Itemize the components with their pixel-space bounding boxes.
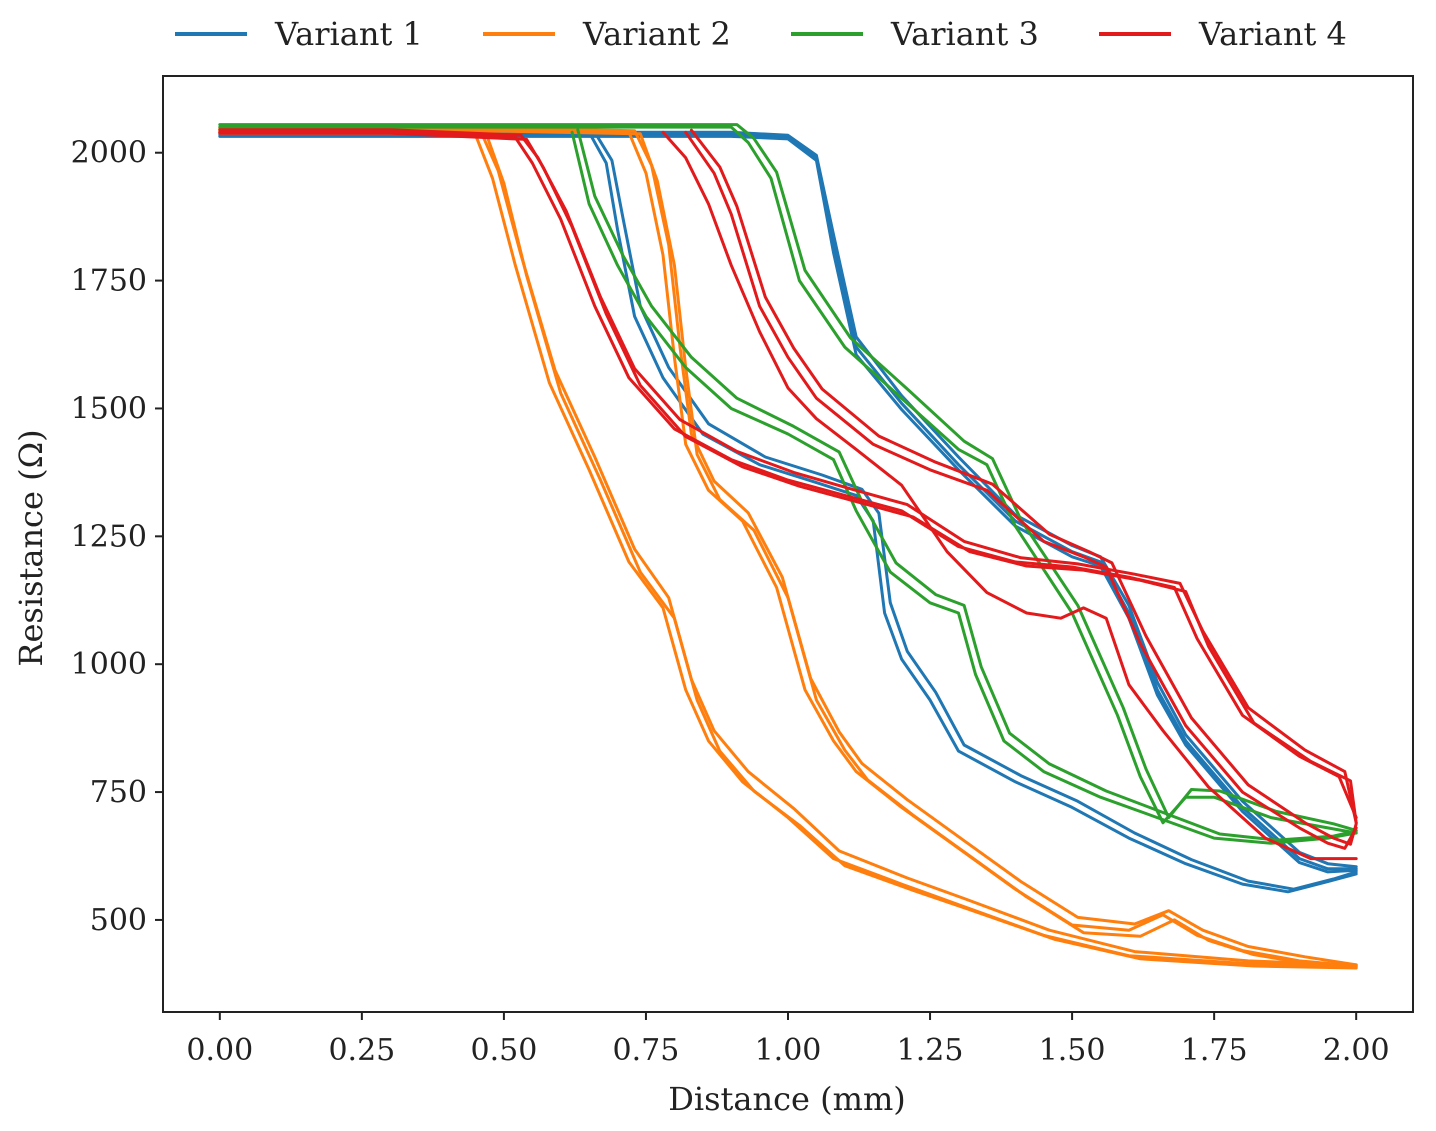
legend-label-2: Variant 2 xyxy=(582,15,731,53)
y-tick-label: 1750 xyxy=(71,264,147,299)
series-4-trace-5 xyxy=(689,128,1358,846)
y-tick-label: 1500 xyxy=(71,391,147,426)
x-tick-label: 1.50 xyxy=(1039,1033,1106,1068)
series-4-trace-4 xyxy=(684,130,1358,850)
x-tick-label: 1.25 xyxy=(897,1033,964,1068)
series-1-trace-4 xyxy=(587,130,1358,894)
series-1-trace-5 xyxy=(593,130,1358,891)
x-axis-label: Distance (mm) xyxy=(668,1080,906,1118)
series-2-trace-1 xyxy=(218,130,1358,968)
series-2-trace-6 xyxy=(218,129,1358,969)
x-tick-label: 1.75 xyxy=(1181,1033,1248,1068)
series-1-trace-2 xyxy=(218,130,1358,869)
y-tick-label: 1250 xyxy=(71,519,147,554)
legend-label-4: Variant 4 xyxy=(1198,15,1347,53)
series-4-trace-1 xyxy=(218,130,1358,820)
x-tick-label: 1.00 xyxy=(755,1033,822,1068)
x-tick-label: 0.75 xyxy=(613,1033,680,1068)
y-axis-label: Resistance (Ω) xyxy=(12,429,50,666)
x-tick-label: 0.25 xyxy=(328,1033,395,1068)
series-2-trace-4 xyxy=(218,128,1358,968)
series-4 xyxy=(218,128,1358,861)
legend-label-1: Variant 1 xyxy=(274,15,423,53)
series-4-trace-2 xyxy=(218,128,1358,825)
y-tick-label: 750 xyxy=(90,775,147,810)
legend: Variant 1 Variant 2 Variant 3 Variant 4 xyxy=(175,15,1347,53)
series-3-trace-1 xyxy=(218,125,1358,835)
series-2-trace-3 xyxy=(218,131,1358,970)
series-4-trace-3 xyxy=(218,131,1358,825)
series-3-trace-4 xyxy=(576,128,1358,842)
series-2-trace-5 xyxy=(218,126,1358,967)
y-tick-label: 2000 xyxy=(71,136,147,171)
series-2-trace-2 xyxy=(218,128,1358,967)
y-tick-label: 1000 xyxy=(71,647,147,682)
x-tick-label: 0.50 xyxy=(471,1033,538,1068)
x-tick-label: 2.00 xyxy=(1323,1033,1390,1068)
plot-lines xyxy=(218,123,1358,970)
legend-label-3: Variant 3 xyxy=(890,15,1039,53)
x-tick-label: 0.00 xyxy=(186,1033,253,1068)
series-4-trace-6 xyxy=(661,130,1358,861)
series-3-trace-3 xyxy=(570,130,1358,845)
x-axis: 0.00 0.25 0.50 0.75 1.00 1.25 1.50 1.75 2.00 xyxy=(186,1012,1390,1068)
series-2 xyxy=(218,126,1358,970)
series-1-trace-3 xyxy=(218,134,1358,874)
series-1 xyxy=(218,130,1358,894)
y-axis: 500 750 1000 1250 1500 1750 2000 xyxy=(71,136,163,938)
y-tick-label: 500 xyxy=(90,903,147,938)
